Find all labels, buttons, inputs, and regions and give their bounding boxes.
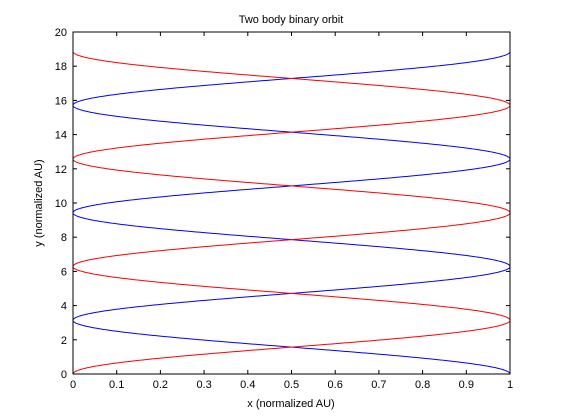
x-tick-label-4: 0.4 [240,379,255,391]
x-tick-label-0: 0 [70,379,76,391]
x-tick-label-5: 0.5 [284,379,299,391]
x-tick-label-6: 0.6 [328,379,343,391]
x-tick-label-8: 0.8 [415,379,430,391]
y-axis-label: y (normalized AU) [33,159,45,246]
x-tick-label-9: 0.9 [459,379,474,391]
y-tick-label-0: 0 [61,369,67,381]
y-tick-label-10: 20 [55,27,67,39]
y-tick-label-4: 8 [61,232,67,244]
y-tick-label-9: 18 [55,61,67,73]
x-tick-label-3: 0.3 [196,379,211,391]
x-tick-label-10: 1 [507,379,513,391]
y-tick-label-6: 12 [55,164,67,176]
x-tick-label-7: 0.7 [371,379,386,391]
x-tick-label-2: 0.2 [153,379,168,391]
y-tick-label-5: 10 [55,198,67,210]
y-tick-label-2: 4 [61,301,67,313]
y-tick-label-3: 6 [61,266,67,278]
plot-background [73,32,510,374]
chart-title: Two body binary orbit [239,14,344,26]
y-tick-label-7: 14 [55,130,67,142]
x-axis-label: x (normalized AU) [247,398,334,410]
tick-layer: 0 0.1 0.2 0.3 0.4 0.5 0.6 0.7 0.8 0.9 102468101214… [55,27,513,391]
y-tick-label-1: 2 [61,335,67,347]
y-tick-label-8: 16 [55,95,67,107]
x-tick-label-1: 0.1 [109,379,124,391]
